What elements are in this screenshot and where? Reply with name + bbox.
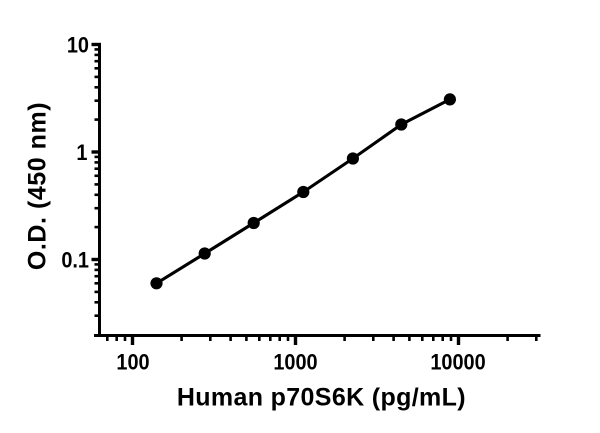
svg-text:10000: 10000 — [430, 349, 485, 374]
svg-text:Human p70S6K (pg/mL): Human p70S6K (pg/mL) — [177, 384, 466, 412]
svg-text:10: 10 — [67, 32, 89, 57]
svg-text:0.1: 0.1 — [61, 247, 89, 272]
svg-text:100: 100 — [116, 349, 149, 374]
svg-text:1000: 1000 — [273, 349, 317, 374]
svg-text:1: 1 — [76, 140, 87, 165]
svg-text:O.D. (450 nm): O.D. (450 nm) — [24, 102, 52, 270]
